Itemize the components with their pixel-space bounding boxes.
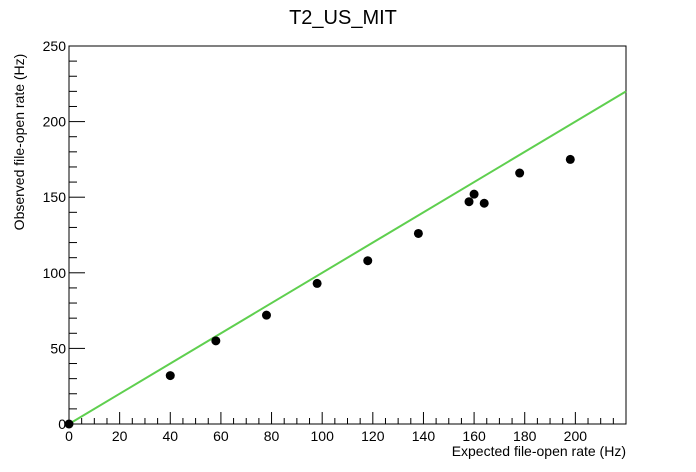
y-tick-label: 150 [43,189,67,205]
y-tick-label: 250 [43,38,67,54]
data-point [165,371,175,381]
data-point [565,154,575,164]
data-points [64,154,575,429]
x-axis-ticks: 0 20 40 60 80 100 120 140 160 180 200 [65,412,614,444]
reference-line [68,90,627,425]
x-tick-label: 20 [112,428,128,444]
data-point [64,419,74,429]
x-tick-label: 140 [412,428,436,444]
x-tick-label: 180 [513,428,537,444]
y-tick-label: 100 [43,265,67,281]
x-tick-label: 60 [213,428,229,444]
x-tick-label: 200 [564,428,588,444]
y-tick-label: 0 [58,416,66,432]
x-axis-label: Expected file-open rate (Hz) [452,443,626,459]
x-tick-label: 120 [361,428,385,444]
data-point [312,278,322,288]
y-tick-label: 50 [50,340,66,356]
x-tick-label: 0 [65,428,73,444]
data-point [479,198,489,208]
y-tick-label: 200 [43,114,67,130]
x-tick-label: 80 [264,428,280,444]
x-tick-label: 160 [462,428,486,444]
data-point [211,336,221,346]
data-point [464,197,474,207]
x-tick-label: 40 [162,428,178,444]
y-axis-ticks: 0 50 100 150 200 250 [43,38,85,432]
x-tick-label: 100 [311,428,335,444]
data-point [363,256,373,266]
y-axis-label: Observed file-open rate (Hz) [11,54,27,231]
data-point [515,168,525,178]
data-point [469,189,479,199]
data-point [261,310,271,320]
plot-frame [68,45,627,425]
chart-title: T2_US_MIT [289,7,397,29]
data-point [413,228,423,238]
